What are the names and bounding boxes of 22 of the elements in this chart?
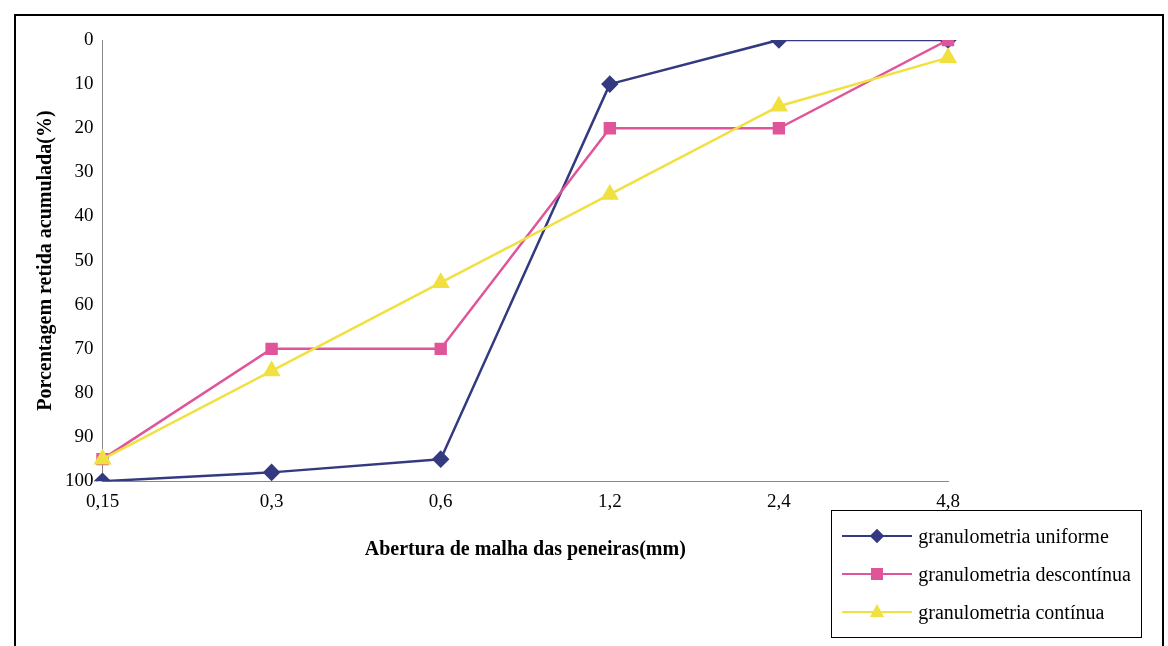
legend-label: granulometria descontínua [918, 562, 1131, 586]
y-tick-label: 80 [74, 380, 94, 402]
y-tick-label: 20 [74, 116, 94, 138]
y-tick-label: 50 [74, 248, 94, 270]
y-tick-label: 30 [74, 160, 94, 182]
y-tick-label: 100 [65, 469, 94, 491]
x-tick-label: 0,6 [428, 489, 453, 511]
x-tick-label: 2,4 [767, 489, 792, 511]
legend-label: granulometria contínua [918, 600, 1105, 624]
x-tick-label: 4,8 [936, 489, 960, 511]
y-tick-label: 10 [74, 72, 94, 94]
y-axis-title: Porcentagem retida acumulada(%) [33, 110, 57, 411]
y-tick-label: 0 [84, 27, 94, 49]
x-axis-title: Abertura de malha das peneiras(mm) [364, 537, 686, 561]
x-tick-label: 0,15 [85, 489, 120, 511]
legend-label: granulometria uniforme [918, 524, 1109, 548]
x-tick-label: 0,3 [259, 489, 284, 511]
y-tick-label: 70 [74, 336, 94, 358]
y-tick-label: 90 [74, 425, 94, 447]
y-tick-label: 60 [74, 292, 94, 314]
x-tick-label: 1,2 [597, 489, 622, 511]
y-tick-label: 40 [74, 204, 94, 226]
